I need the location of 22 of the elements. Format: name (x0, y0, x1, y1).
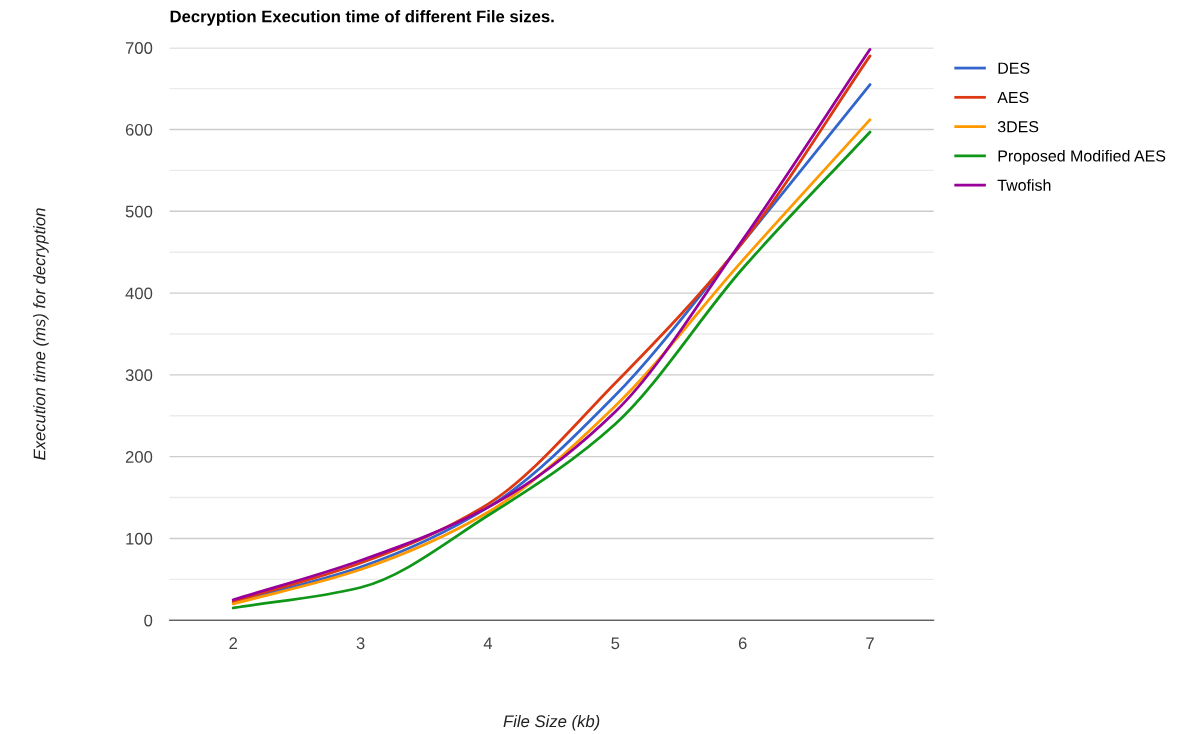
y-tick-label: 200 (125, 451, 153, 463)
y-tick-label: 400 (125, 287, 153, 300)
x-tick-label: 4 (483, 637, 493, 649)
x-axis-title: File Size (kb) (503, 714, 600, 731)
x-tick-label: 5 (611, 637, 620, 650)
y-tick-label: 100 (126, 532, 153, 545)
legend-label: AES (997, 91, 1029, 104)
x-tick-label: 6 (738, 637, 747, 650)
y-tick-label: 300 (125, 369, 153, 382)
y-axis-title: Execution time (ms) for decryption (33, 208, 49, 460)
y-tick-label: 0 (144, 614, 153, 627)
legend-label: Proposed Modified AES (998, 149, 1166, 165)
x-tick-label: 3 (356, 637, 365, 650)
chart-title: Decryption Execution time of different File sizes. (170, 10, 554, 26)
y-tick-label: 600 (125, 123, 153, 136)
y-tick-label: 700 (125, 42, 153, 54)
legend-label: Twofish (997, 179, 1051, 191)
x-tick-label: 7 (866, 637, 874, 649)
y-tick-label: 500 (125, 205, 153, 218)
legend-label: DES (998, 62, 1030, 74)
legend-label: 3DES (997, 121, 1039, 133)
x-tick-label: 2 (229, 637, 238, 649)
